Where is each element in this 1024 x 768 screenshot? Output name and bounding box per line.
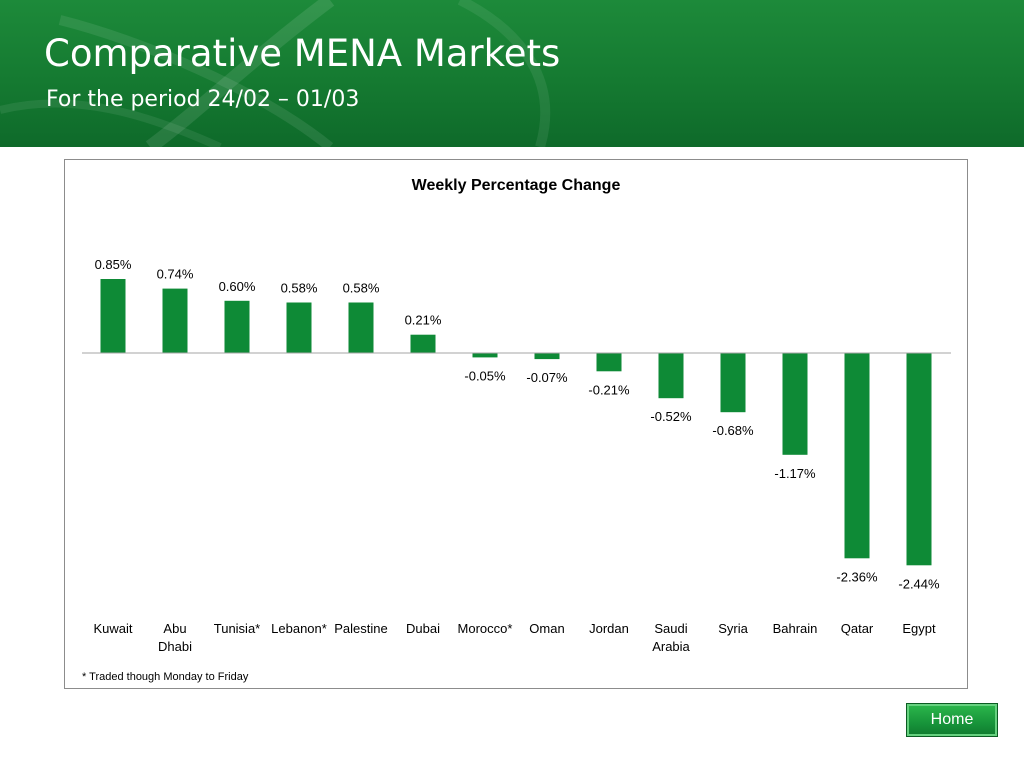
data-label: -0.05% (464, 368, 506, 383)
header-banner: Comparative MENA Markets For the period … (0, 0, 1024, 147)
data-label: -0.07% (526, 370, 568, 385)
home-button[interactable]: Home (906, 703, 998, 737)
category-label: Morocco* (458, 621, 513, 636)
data-label: 0.60% (219, 279, 256, 294)
category-label: Abu (163, 621, 186, 636)
category-label: Dubai (406, 621, 440, 636)
page-subtitle: For the period 24/02 – 01/03 (46, 87, 360, 112)
bar-oman (534, 353, 560, 360)
category-label: Lebanon* (271, 621, 327, 636)
category-label: Syria (718, 621, 748, 636)
bar-saudi-arabia (658, 353, 684, 399)
chart-title: Weekly Percentage Change (411, 177, 621, 194)
bar-lebanon (286, 302, 312, 353)
bar-abu-dhabi (162, 288, 188, 353)
category-label: Qatar (841, 621, 874, 636)
category-label: Egypt (902, 621, 936, 636)
banner-decoration (0, 0, 551, 147)
page-title: Comparative MENA Markets (44, 32, 561, 75)
bar-chart: 0.85% Kuwait 0.74% Abu Dhabi 0.60% Tunisia* 0.5… (82, 257, 951, 654)
bar-dubai (410, 334, 436, 353)
chart-panel: Weekly Percentage Change 0.85% Kuwait 0.74… (64, 159, 968, 689)
category-label: Saudi (654, 621, 687, 636)
data-label: 0.21% (405, 313, 442, 328)
data-label: 0.58% (281, 281, 318, 296)
category-label: Oman (529, 621, 564, 636)
bar-tunisia (224, 300, 250, 353)
category-label: Kuwait (93, 621, 132, 636)
bar-egypt (906, 353, 932, 566)
category-label: Bahrain (773, 621, 818, 636)
bar-qatar (844, 353, 870, 559)
category-label: Jordan (589, 621, 629, 636)
data-label: -2.44% (898, 576, 940, 591)
bar-morocco (472, 353, 498, 358)
bar-bahrain (782, 353, 808, 455)
bar-jordan (596, 353, 622, 372)
bar-syria (720, 353, 746, 413)
category-label: Arabia (652, 639, 690, 654)
category-label: Palestine (334, 621, 387, 636)
data-label: -2.36% (836, 569, 878, 584)
data-label: 0.74% (157, 267, 194, 282)
data-label: -0.68% (712, 423, 754, 438)
data-label: -1.17% (774, 466, 816, 481)
footnote: * Traded though Monday to Friday (82, 671, 249, 683)
category-label: Tunisia* (214, 621, 260, 636)
data-label: -0.21% (588, 382, 630, 397)
data-label: 0.58% (343, 281, 380, 296)
data-label: -0.52% (650, 409, 692, 424)
category-label: Dhabi (158, 639, 192, 654)
bar-palestine (348, 302, 374, 353)
data-label: 0.85% (95, 257, 132, 272)
bar-kuwait (100, 279, 126, 353)
